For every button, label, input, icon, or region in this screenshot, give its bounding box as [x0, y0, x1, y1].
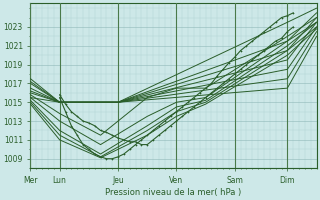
- X-axis label: Pression niveau de la mer( hPa ): Pression niveau de la mer( hPa ): [105, 188, 242, 197]
